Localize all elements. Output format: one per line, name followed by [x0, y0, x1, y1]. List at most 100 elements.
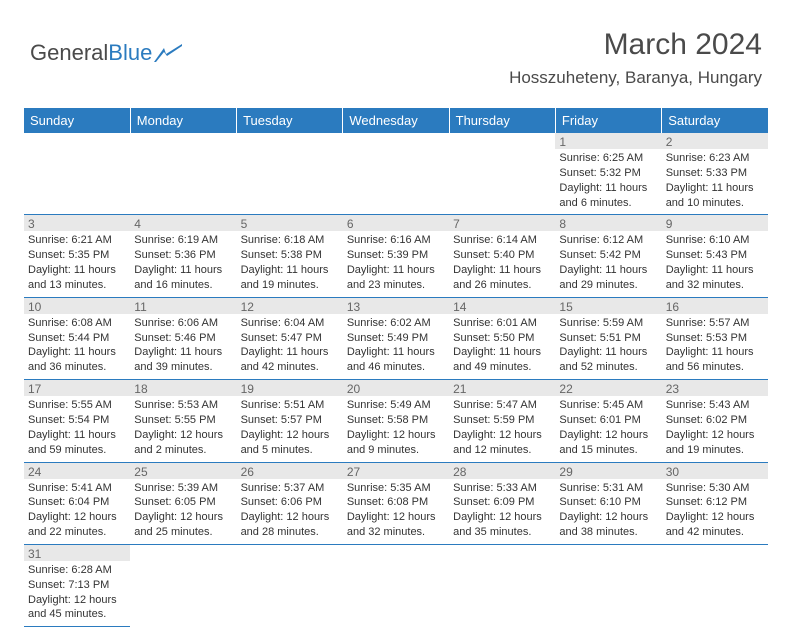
day-details: Sunrise: 5:39 AMSunset: 6:05 PMDaylight:… — [134, 481, 232, 540]
sunset-line: Sunset: 5:53 PM — [666, 331, 764, 346]
day-number: 16 — [662, 298, 768, 314]
day-number: 19 — [237, 380, 343, 396]
daylight-line: Daylight: 12 hours and 12 minutes. — [453, 428, 551, 458]
daylight-line: Daylight: 11 hours and 10 minutes. — [666, 181, 764, 211]
sunrise-line: Sunrise: 6:21 AM — [28, 233, 126, 248]
sunset-line: Sunset: 5:46 PM — [134, 331, 232, 346]
calendar-day-cell: 27Sunrise: 5:35 AMSunset: 6:08 PMDayligh… — [343, 462, 449, 544]
calendar-day-cell: 29 Sunrise: 5:31 AMSunset: 6:10 PMDayligh… — [555, 462, 661, 544]
calendar-day-cell: 14Sunrise: 6:01 AMSunset: 5:50 PMDayligh… — [449, 297, 555, 379]
calendar-day-cell: 18 Sunrise: 5:53 AMSunset: 5:55 PMDayligh… — [130, 380, 236, 462]
day-number: 15 — [555, 298, 661, 314]
sunset-line: Sunset: 5:35 PM — [28, 248, 126, 263]
calendar-day-cell: 16Sunrise: 5:57 AMSunset: 5:53 PMDayligh… — [662, 297, 768, 379]
day-number: 27 — [343, 463, 449, 479]
day-number: 8 — [555, 215, 661, 231]
day-details: Sunrise: 6:14 AMSunset: 5:40 PMDaylight:… — [453, 233, 551, 292]
sunset-line: Sunset: 5:44 PM — [28, 331, 126, 346]
daylight-line: Daylight: 12 hours and 5 minutes. — [241, 428, 339, 458]
sunrise-line: Sunrise: 6:12 AM — [559, 233, 657, 248]
sunrise-line: Sunrise: 5:33 AM — [453, 481, 551, 496]
sunset-line: Sunset: 6:04 PM — [28, 495, 126, 510]
daylight-line: Daylight: 12 hours and 25 minutes. — [134, 510, 232, 540]
day-number — [343, 133, 449, 149]
calendar-day-cell: 31Sunrise: 6:28 AMSunset: 7:13 PMDayligh… — [24, 544, 130, 626]
sunrise-line: Sunrise: 6:02 AM — [347, 316, 445, 331]
day-number — [449, 545, 555, 561]
calendar-day-cell: 9Sunrise: 6:10 AMSunset: 5:43 PMDaylight… — [662, 215, 768, 297]
month-title: March 2024 — [509, 28, 762, 62]
sunset-line: Sunset: 6:05 PM — [134, 495, 232, 510]
sunset-line: Sunset: 5:33 PM — [666, 166, 764, 181]
sunset-line: Sunset: 5:51 PM — [559, 331, 657, 346]
sunrise-line: Sunrise: 5:37 AM — [241, 481, 339, 496]
day-details: Sunrise: 5:59 AMSunset: 5:51 PMDaylight:… — [559, 316, 657, 375]
day-number — [24, 133, 130, 149]
brand-logo: GeneralBlue — [30, 40, 182, 66]
day-number: 29 — [555, 463, 661, 479]
sunset-line: Sunset: 5:55 PM — [134, 413, 232, 428]
day-details: Sunrise: 6:12 AMSunset: 5:42 PMDaylight:… — [559, 233, 657, 292]
day-details: Sunrise: 5:43 AMSunset: 6:02 PMDaylight:… — [666, 398, 764, 457]
calendar-day-cell: 24Sunrise: 5:41 AMSunset: 6:04 PMDayligh… — [24, 462, 130, 544]
sunrise-line: Sunrise: 6:14 AM — [453, 233, 551, 248]
day-number: 11 — [130, 298, 236, 314]
logo-text: GeneralBlue — [30, 40, 152, 66]
day-header: Saturday — [662, 108, 768, 133]
calendar-day-cell — [555, 544, 661, 626]
daylight-line: Daylight: 11 hours and 32 minutes. — [666, 263, 764, 293]
sunrise-line: Sunrise: 5:53 AM — [134, 398, 232, 413]
sunrise-line: Sunrise: 6:08 AM — [28, 316, 126, 331]
calendar-day-cell: 17Sunrise: 5:55 AMSunset: 5:54 PMDayligh… — [24, 380, 130, 462]
sunset-line: Sunset: 6:09 PM — [453, 495, 551, 510]
day-details: Sunrise: 5:51 AMSunset: 5:57 PMDaylight:… — [241, 398, 339, 457]
calendar-day-cell — [449, 133, 555, 215]
sunset-line: Sunset: 5:57 PM — [241, 413, 339, 428]
day-number: 13 — [343, 298, 449, 314]
day-details: Sunrise: 6:02 AMSunset: 5:49 PMDaylight:… — [347, 316, 445, 375]
day-details: Sunrise: 6:06 AMSunset: 5:46 PMDaylight:… — [134, 316, 232, 375]
calendar-day-cell: 21Sunrise: 5:47 AMSunset: 5:59 PMDayligh… — [449, 380, 555, 462]
daylight-line: Daylight: 11 hours and 16 minutes. — [134, 263, 232, 293]
calendar-week-row: 10Sunrise: 6:08 AMSunset: 5:44 PMDayligh… — [24, 297, 768, 379]
calendar-day-cell: 12Sunrise: 6:04 AMSunset: 5:47 PMDayligh… — [237, 297, 343, 379]
sunrise-line: Sunrise: 6:16 AM — [347, 233, 445, 248]
day-number — [237, 133, 343, 149]
day-number: 18 — [130, 380, 236, 396]
sunset-line: Sunset: 7:13 PM — [28, 578, 126, 593]
logo-text-general: General — [30, 40, 108, 65]
day-details: Sunrise: 5:47 AMSunset: 5:59 PMDaylight:… — [453, 398, 551, 457]
sunrise-line: Sunrise: 5:30 AM — [666, 481, 764, 496]
calendar-day-cell — [449, 544, 555, 626]
day-details: Sunrise: 5:31 AMSunset: 6:10 PMDaylight:… — [559, 481, 657, 540]
calendar-day-cell: 2Sunrise: 6:23 AMSunset: 5:33 PMDaylight… — [662, 133, 768, 215]
day-number: 3 — [24, 215, 130, 231]
sunset-line: Sunset: 5:59 PM — [453, 413, 551, 428]
sunrise-line: Sunrise: 5:31 AM — [559, 481, 657, 496]
calendar-day-cell: 20Sunrise: 5:49 AMSunset: 5:58 PMDayligh… — [343, 380, 449, 462]
calendar-day-cell: 26Sunrise: 5:37 AMSunset: 6:06 PMDayligh… — [237, 462, 343, 544]
daylight-line: Daylight: 12 hours and 19 minutes. — [666, 428, 764, 458]
day-header: Monday — [130, 108, 236, 133]
sunset-line: Sunset: 5:50 PM — [453, 331, 551, 346]
calendar-day-cell: 10Sunrise: 6:08 AMSunset: 5:44 PMDayligh… — [24, 297, 130, 379]
day-details: Sunrise: 6:16 AMSunset: 5:39 PMDaylight:… — [347, 233, 445, 292]
sunrise-line: Sunrise: 5:41 AM — [28, 481, 126, 496]
sunrise-line: Sunrise: 5:49 AM — [347, 398, 445, 413]
day-number: 14 — [449, 298, 555, 314]
calendar-day-cell: 28Sunrise: 5:33 AMSunset: 6:09 PMDayligh… — [449, 462, 555, 544]
sunrise-line: Sunrise: 6:18 AM — [241, 233, 339, 248]
sunrise-line: Sunrise: 5:47 AM — [453, 398, 551, 413]
daylight-line: Daylight: 12 hours and 45 minutes. — [28, 593, 126, 623]
sunrise-line: Sunrise: 6:04 AM — [241, 316, 339, 331]
daylight-line: Daylight: 11 hours and 6 minutes. — [559, 181, 657, 211]
daylight-line: Daylight: 12 hours and 32 minutes. — [347, 510, 445, 540]
calendar-day-cell: 8 Sunrise: 6:12 AMSunset: 5:42 PMDaylight… — [555, 215, 661, 297]
daylight-line: Daylight: 12 hours and 2 minutes. — [134, 428, 232, 458]
daylight-line: Daylight: 12 hours and 35 minutes. — [453, 510, 551, 540]
daylight-line: Daylight: 11 hours and 23 minutes. — [347, 263, 445, 293]
sunset-line: Sunset: 5:43 PM — [666, 248, 764, 263]
day-details: Sunrise: 5:33 AMSunset: 6:09 PMDaylight:… — [453, 481, 551, 540]
day-details: Sunrise: 6:19 AMSunset: 5:36 PMDaylight:… — [134, 233, 232, 292]
day-header: Thursday — [449, 108, 555, 133]
